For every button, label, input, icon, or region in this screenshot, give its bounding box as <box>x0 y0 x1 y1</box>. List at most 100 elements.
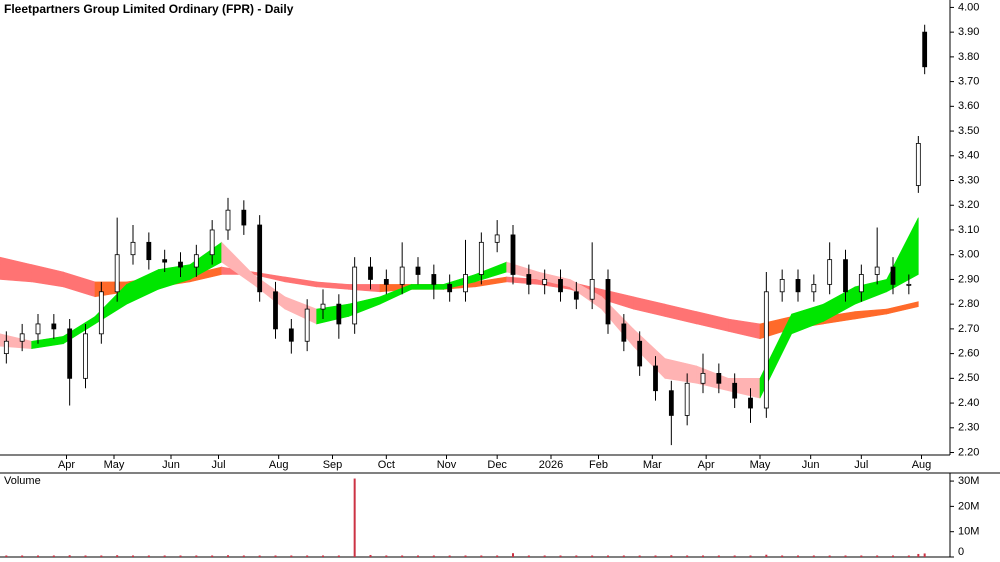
y-tick-label: 10M <box>958 526 979 538</box>
candle-body <box>19 333 25 342</box>
volume-bar <box>860 555 863 557</box>
y-tick-label: 2.90 <box>958 273 979 285</box>
candle-body <box>763 291 769 409</box>
band-segment <box>284 276 317 288</box>
volume-bar <box>116 555 119 557</box>
band-segment <box>221 241 254 285</box>
volume-bar <box>512 553 514 557</box>
candle-body <box>130 241 136 256</box>
candle-body <box>637 340 643 367</box>
volume-bar <box>401 555 404 557</box>
candle-body <box>304 308 310 342</box>
candle-body <box>716 372 722 384</box>
candle-body <box>463 274 468 293</box>
y-tick-label: 3.70 <box>958 76 979 88</box>
candle-body <box>288 328 294 342</box>
candle-body <box>352 266 358 325</box>
volume-bar <box>5 555 8 557</box>
candle-body <box>431 274 437 285</box>
candle-body <box>35 323 41 335</box>
volume-bar <box>781 555 784 557</box>
y-tick-label: 3.60 <box>958 100 979 112</box>
candle-body <box>668 390 674 416</box>
volume-bar <box>353 478 356 557</box>
candle-body <box>447 283 453 293</box>
candle-body <box>241 209 247 226</box>
candle-body <box>573 291 579 300</box>
x-tick-label: Mar <box>643 459 662 471</box>
candle-body <box>890 266 896 285</box>
band-segment <box>126 269 159 305</box>
candle-body <box>225 209 231 231</box>
y-tick-label: 2.20 <box>958 446 979 458</box>
candle-body <box>558 279 563 293</box>
volume-bar <box>195 555 198 557</box>
y-tick-label: 3.20 <box>958 199 979 211</box>
volume-bar <box>607 555 609 557</box>
y-tick-label: 20M <box>958 500 979 512</box>
y-tick-label: 3.90 <box>958 26 979 38</box>
candle-body <box>3 340 9 355</box>
y-tick-label: 2.40 <box>958 397 979 409</box>
candle-body <box>98 291 104 335</box>
candle-body <box>478 241 484 275</box>
candle-body <box>589 279 595 300</box>
volume-bar <box>258 555 261 557</box>
volume-bar <box>702 555 704 557</box>
candle-body <box>415 266 421 275</box>
band-segment <box>791 303 824 335</box>
y-tick-label: 30M <box>958 475 979 487</box>
volume-bar <box>797 555 799 557</box>
volume-bar <box>448 555 451 557</box>
candle-body <box>915 143 921 186</box>
volume-bar <box>828 555 831 557</box>
band-segment <box>158 264 191 290</box>
y-tick-label: 3.40 <box>958 150 979 162</box>
volume-bar <box>417 555 419 557</box>
candle-body <box>273 291 278 330</box>
candle-body <box>858 274 864 293</box>
candle-body <box>510 234 516 275</box>
volume-bar <box>559 555 562 557</box>
y-tick-label: 3.80 <box>958 51 979 63</box>
x-tick-label: May <box>750 459 771 471</box>
candle-body <box>748 397 753 409</box>
volume-bar <box>52 555 55 557</box>
band-segment <box>854 308 887 320</box>
y-tick-label: 3.10 <box>958 224 979 236</box>
x-tick-label: Apr <box>698 459 715 471</box>
volume-bar <box>575 555 578 557</box>
candle-body <box>320 303 326 310</box>
candle-body <box>368 266 373 280</box>
candle-body <box>684 382 690 416</box>
candle-body <box>653 365 658 392</box>
y-tick-label: 2.60 <box>958 348 979 360</box>
band-segment <box>633 296 666 317</box>
band-segment <box>316 281 349 290</box>
y-tick-label: 2.80 <box>958 298 979 310</box>
volume-bar <box>337 555 340 557</box>
candle-body <box>843 259 848 293</box>
x-tick-label: Jul <box>854 459 868 471</box>
band-segment <box>886 301 919 315</box>
volume-bar <box>211 555 214 557</box>
x-tick-label: Sep <box>323 459 343 471</box>
volume-bar <box>527 555 530 557</box>
volume-bar <box>322 555 324 557</box>
candle-body <box>162 259 168 263</box>
volume-bar <box>749 555 752 557</box>
y-tick-label: 3.50 <box>958 125 979 137</box>
volume-bar <box>543 555 546 557</box>
volume-bar <box>432 555 435 557</box>
volume-bar <box>591 555 594 557</box>
volume-bar <box>100 555 103 557</box>
candle-body <box>811 283 817 293</box>
volume-bar <box>733 555 736 557</box>
chart-title: Fleetpartners Group Limited Ordinary (FP… <box>4 2 294 16</box>
y-tick-label: 0 <box>958 546 964 558</box>
x-tick-label: 2026 <box>539 459 563 471</box>
band-segment <box>0 256 32 283</box>
volume-bar <box>717 555 720 557</box>
volume-bar <box>163 555 166 557</box>
band-segment <box>284 296 317 325</box>
